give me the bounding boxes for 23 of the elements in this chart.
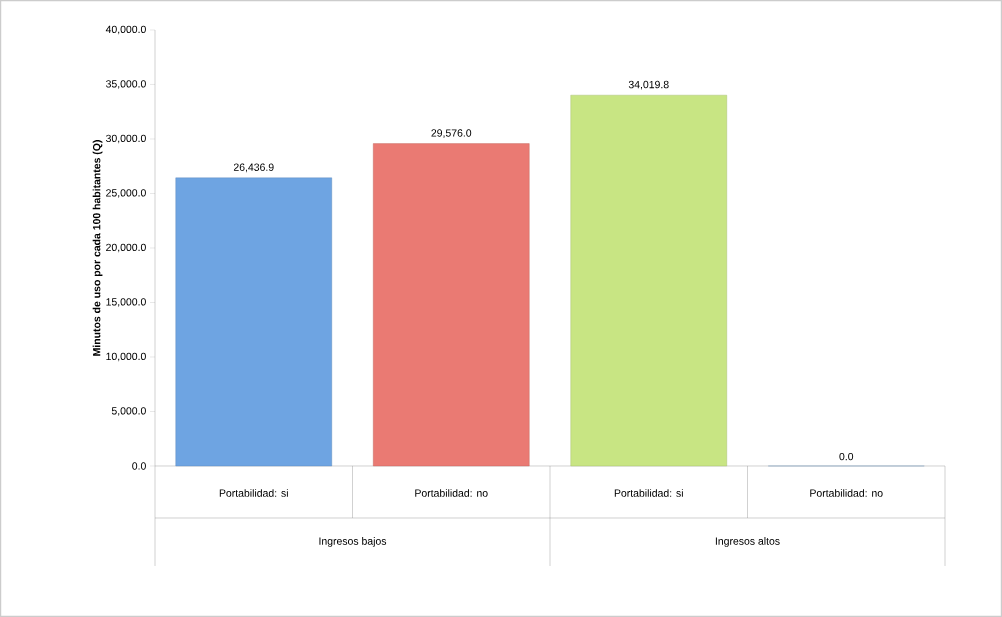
text: Ingresos altos (715, 537, 780, 547)
x-tick-label: Portabilidad: si (614, 489, 683, 497)
x-tick-label: Portabilidad: no (810, 489, 883, 497)
data-label: 29,576.0 (431, 129, 472, 138)
y-tick-label: 10,000.0 (106, 352, 146, 362)
text: Ingresos bajos (319, 537, 387, 547)
bar (570, 94, 727, 467)
data-label: 34,019.8 (628, 80, 669, 90)
bar (373, 143, 530, 467)
x-tick-label: Portabilidad: no (415, 489, 488, 497)
y-tick-label: 30,000.0 (105, 134, 146, 144)
data-label: 0.0 (839, 452, 854, 461)
y-tick-label: 25,000.0 (106, 189, 146, 198)
x-tick-label: Portabilidad: si (219, 489, 288, 497)
y-tick-label: 40,000.0 (105, 25, 146, 35)
y-tick-label: 35,000.0 (105, 80, 146, 89)
y-axis-title: Minutos de uso por cada 100 habitantes (Q) (92, 140, 103, 356)
bar (175, 177, 332, 467)
y-tick-label: 5,000.0 (111, 407, 146, 416)
y-tick-label: 0.0 (132, 462, 146, 470)
y-tick-label: 15,000.0 (106, 298, 146, 307)
y-tick-label: 20,000.0 (106, 243, 146, 253)
data-label: 26,436.9 (233, 163, 274, 173)
